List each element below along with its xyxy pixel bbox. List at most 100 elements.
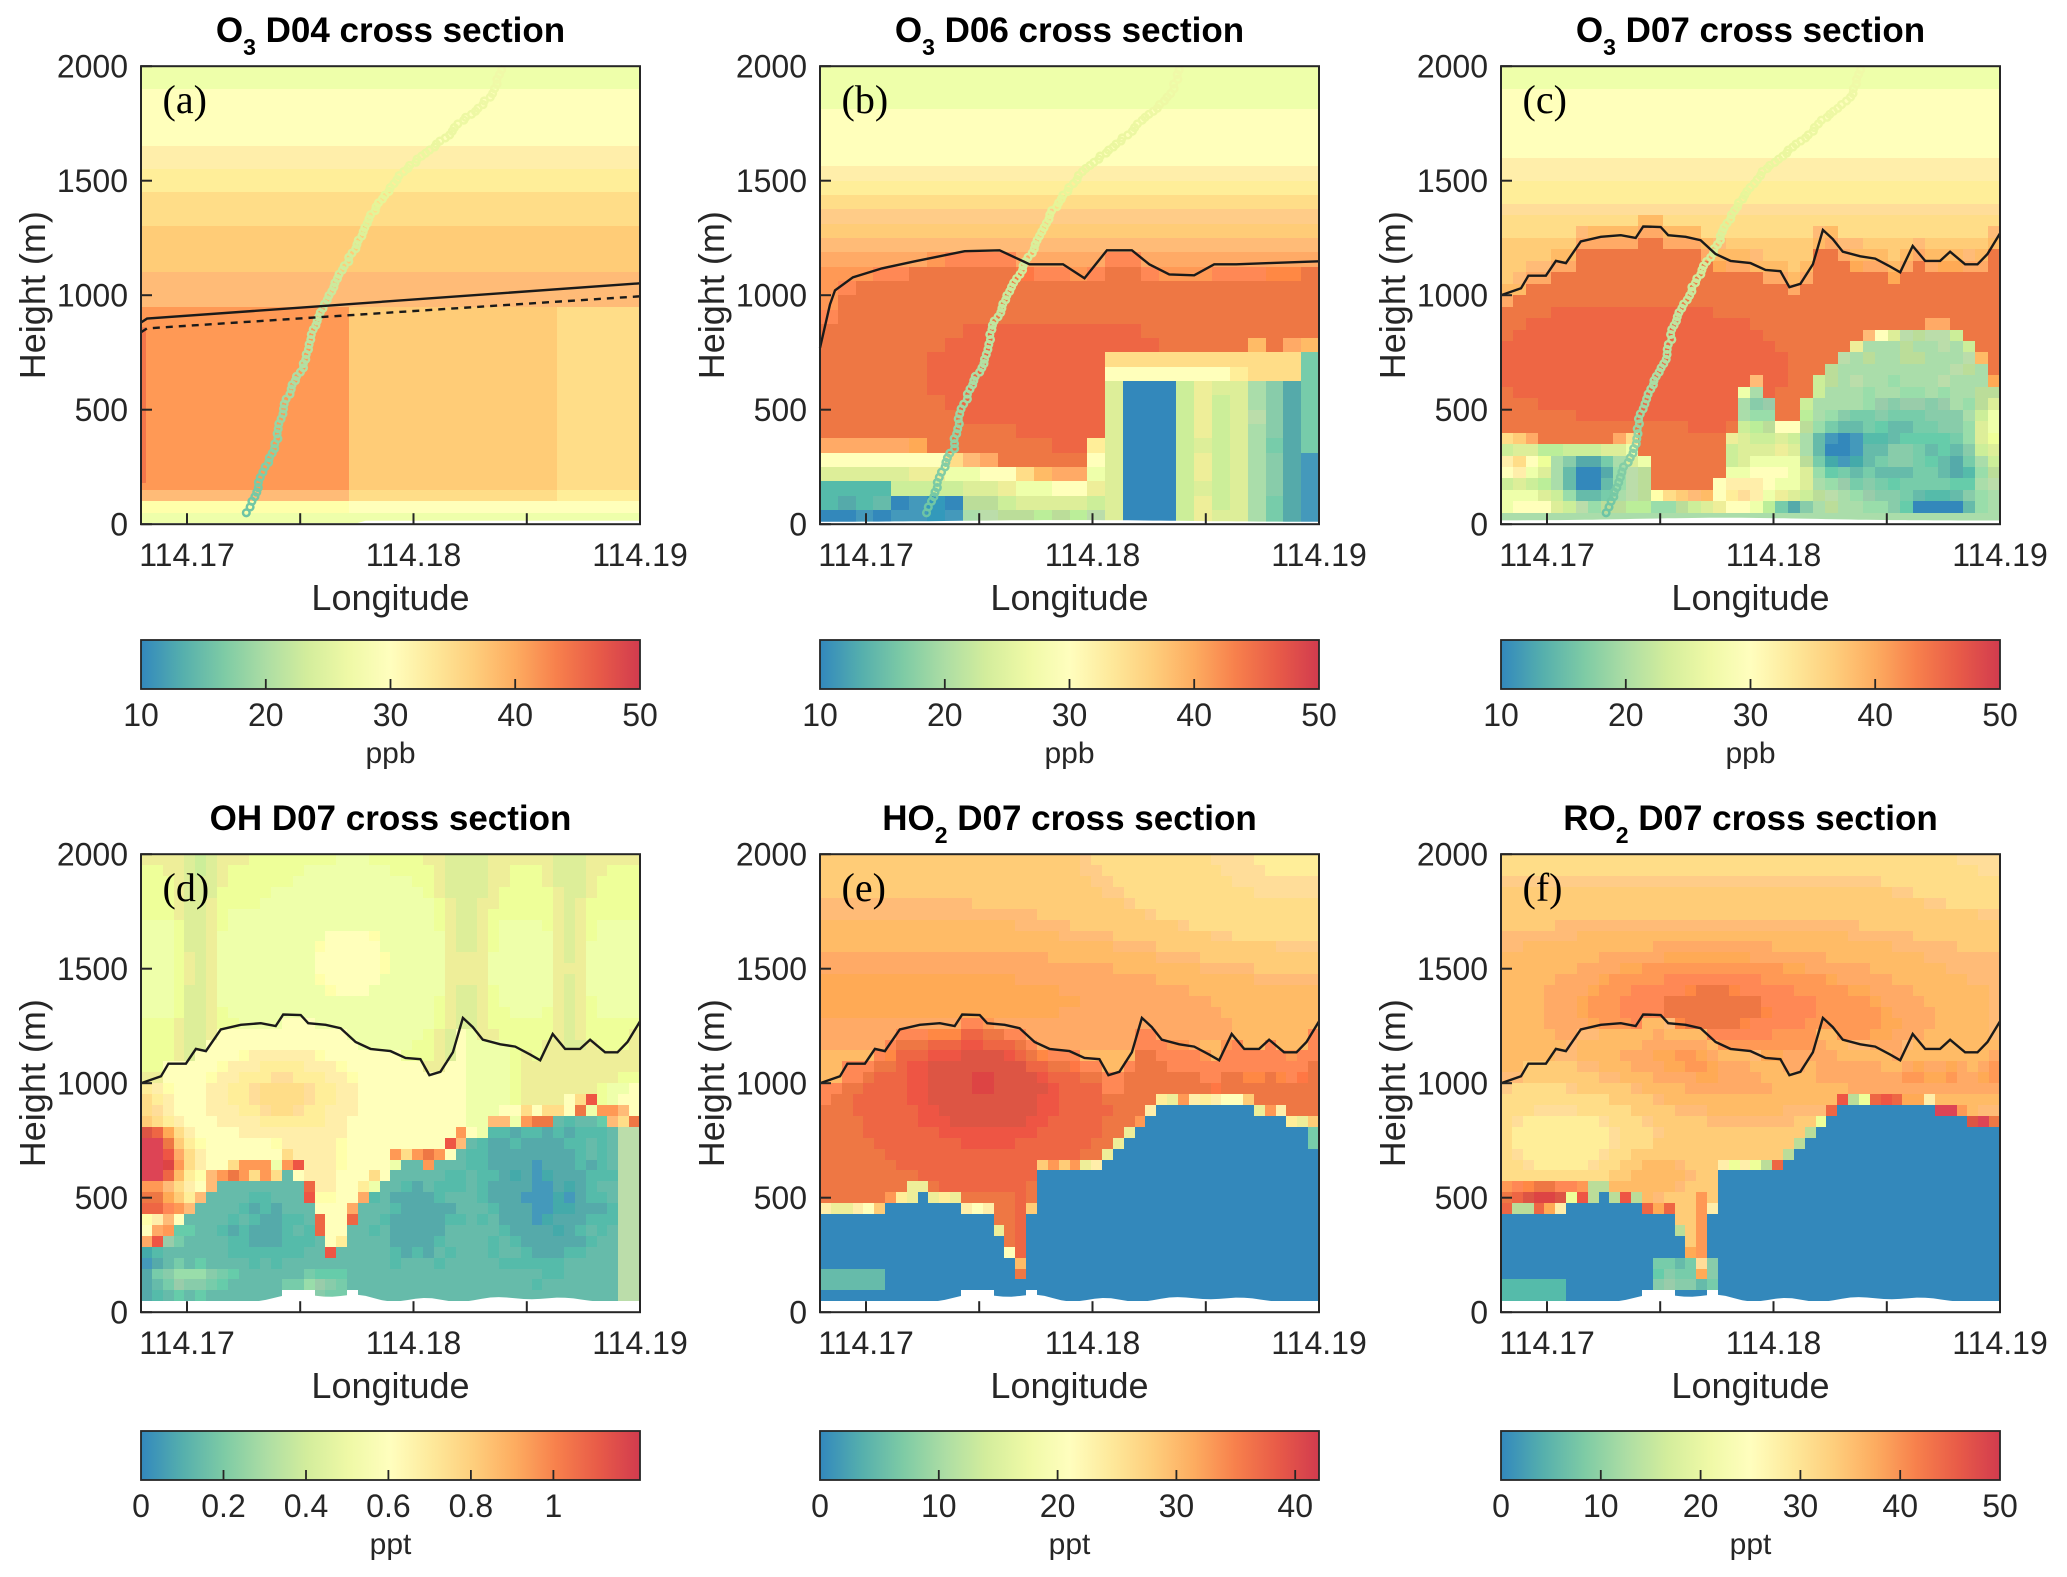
svg-text:114.19: 114.19 (592, 537, 688, 573)
svg-text:20: 20 (927, 697, 963, 733)
svg-text:1000: 1000 (1417, 1066, 1488, 1102)
svg-text:1500: 1500 (736, 163, 807, 199)
svg-text:ppt: ppt (1049, 1528, 1091, 1561)
svg-text:500: 500 (754, 392, 807, 428)
svg-text:Height (m): Height (m) (12, 211, 53, 379)
svg-text:0: 0 (811, 1488, 829, 1524)
svg-text:2000: 2000 (1417, 49, 1488, 85)
svg-text:1000: 1000 (57, 278, 128, 314)
svg-text:40: 40 (1176, 697, 1212, 733)
svg-text:Longitude: Longitude (990, 577, 1148, 618)
svg-text:114.17: 114.17 (1499, 1325, 1595, 1361)
svg-text:2000: 2000 (736, 837, 807, 873)
svg-text:20: 20 (1683, 1488, 1719, 1524)
svg-text:30: 30 (1783, 1488, 1819, 1524)
svg-text:114.17: 114.17 (139, 1325, 235, 1361)
svg-text:0: 0 (1470, 507, 1488, 543)
svg-text:10: 10 (1483, 697, 1519, 733)
svg-text:40: 40 (1277, 1488, 1313, 1524)
svg-text:1000: 1000 (736, 278, 807, 314)
svg-text:50: 50 (622, 697, 658, 733)
svg-text:Longitude: Longitude (990, 1365, 1148, 1406)
svg-text:Height (m): Height (m) (12, 999, 53, 1167)
svg-text:O3 D06 cross section: O3 D06 cross section (895, 11, 1244, 60)
svg-text:(a): (a) (163, 77, 207, 122)
svg-text:0.4: 0.4 (284, 1488, 328, 1524)
svg-text:OH D07 cross section: OH D07 cross section (210, 799, 572, 838)
svg-text:Height (m): Height (m) (691, 999, 732, 1167)
svg-text:10: 10 (123, 697, 159, 733)
svg-text:0.2: 0.2 (201, 1488, 245, 1524)
svg-text:30: 30 (1733, 697, 1769, 733)
svg-text:ppt: ppt (370, 1528, 412, 1561)
svg-text:ppb: ppb (1044, 737, 1094, 770)
svg-text:114.19: 114.19 (1952, 537, 2048, 573)
svg-text:(c): (c) (1523, 77, 1567, 122)
svg-text:10: 10 (1583, 1488, 1619, 1524)
svg-text:50: 50 (1982, 1488, 2018, 1524)
svg-text:114.17: 114.17 (818, 1325, 914, 1361)
svg-text:Longitude: Longitude (311, 577, 469, 618)
svg-text:2000: 2000 (1417, 837, 1488, 873)
svg-text:0: 0 (1470, 1295, 1488, 1331)
svg-text:Longitude: Longitude (1671, 577, 1829, 618)
svg-text:1500: 1500 (57, 951, 128, 987)
svg-text:Longitude: Longitude (311, 1365, 469, 1406)
svg-text:114.19: 114.19 (1271, 537, 1367, 573)
svg-text:0: 0 (132, 1488, 150, 1524)
svg-text:1500: 1500 (1417, 163, 1488, 199)
svg-text:0: 0 (789, 1295, 807, 1331)
svg-text:30: 30 (1159, 1488, 1195, 1524)
svg-text:50: 50 (1982, 697, 2018, 733)
svg-text:500: 500 (75, 1180, 128, 1216)
svg-text:114.17: 114.17 (139, 537, 235, 573)
svg-text:1000: 1000 (57, 1066, 128, 1102)
svg-text:0: 0 (789, 507, 807, 543)
svg-text:1000: 1000 (1417, 278, 1488, 314)
svg-text:ppt: ppt (1730, 1528, 1772, 1561)
svg-text:114.19: 114.19 (1271, 1325, 1367, 1361)
svg-text:20: 20 (248, 697, 284, 733)
svg-text:(d): (d) (163, 865, 210, 910)
svg-text:Longitude: Longitude (1671, 1365, 1829, 1406)
svg-text:ppb: ppb (1725, 737, 1775, 770)
svg-text:20: 20 (1040, 1488, 1076, 1524)
svg-text:114.18: 114.18 (1045, 1325, 1141, 1361)
svg-text:114.19: 114.19 (1952, 1325, 2048, 1361)
svg-text:2000: 2000 (57, 837, 128, 873)
svg-text:114.18: 114.18 (1726, 537, 1822, 573)
svg-text:0: 0 (110, 507, 128, 543)
svg-text:0: 0 (110, 1295, 128, 1331)
svg-text:ppb: ppb (365, 737, 415, 770)
svg-text:114.18: 114.18 (1045, 537, 1141, 573)
svg-text:500: 500 (1435, 392, 1488, 428)
svg-text:114.19: 114.19 (592, 1325, 688, 1361)
svg-text:114.18: 114.18 (366, 537, 462, 573)
svg-text:2000: 2000 (736, 49, 807, 85)
svg-text:500: 500 (754, 1180, 807, 1216)
svg-text:Height (m): Height (m) (1372, 211, 1413, 379)
svg-text:1500: 1500 (57, 163, 128, 199)
svg-text:10: 10 (921, 1488, 957, 1524)
svg-text:1500: 1500 (736, 951, 807, 987)
svg-text:(e): (e) (842, 865, 886, 910)
svg-text:2000: 2000 (57, 49, 128, 85)
svg-text:500: 500 (1435, 1180, 1488, 1216)
svg-text:Height (m): Height (m) (1372, 999, 1413, 1167)
svg-text:40: 40 (1882, 1488, 1918, 1524)
svg-text:0.8: 0.8 (449, 1488, 493, 1524)
svg-text:20: 20 (1608, 697, 1644, 733)
svg-text:114.17: 114.17 (1499, 537, 1595, 573)
svg-text:114.18: 114.18 (366, 1325, 462, 1361)
svg-text:(f): (f) (1523, 865, 1563, 910)
svg-text:114.18: 114.18 (1726, 1325, 1822, 1361)
svg-text:50: 50 (1301, 697, 1337, 733)
svg-text:1500: 1500 (1417, 951, 1488, 987)
svg-text:10: 10 (802, 697, 838, 733)
svg-text:(b): (b) (842, 77, 889, 122)
svg-text:0.6: 0.6 (366, 1488, 410, 1524)
svg-text:30: 30 (1052, 697, 1088, 733)
svg-text:0: 0 (1492, 1488, 1510, 1524)
svg-text:1000: 1000 (736, 1066, 807, 1102)
svg-text:30: 30 (373, 697, 409, 733)
